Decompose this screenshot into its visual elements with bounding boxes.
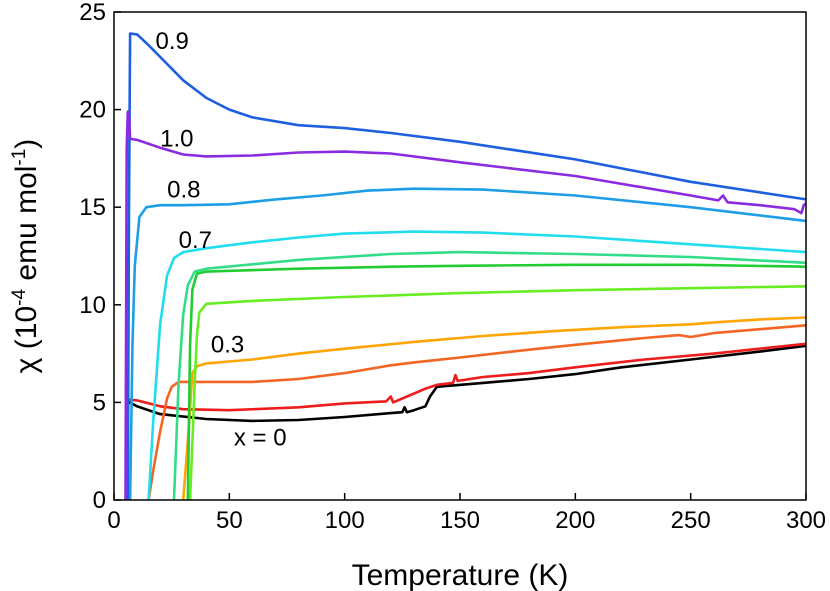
x-tick-label-4: 200	[555, 507, 595, 534]
series-label-0: 0.9	[156, 28, 189, 55]
x-tick-label-1: 50	[216, 507, 243, 534]
y-axis-title-end: )	[10, 139, 43, 149]
series-label-1: 1.0	[160, 126, 193, 153]
label-layer: 0.9 1.0 0.8 0.7 0.3 x = 0	[156, 28, 287, 451]
y-axis-title-exp2: -1	[9, 149, 30, 166]
tick-layer: 0 50 100 150 200 250 300 0 5 10 15 20 25	[79, 0, 826, 534]
x-tick-label-0: 0	[107, 507, 120, 534]
series-label-5: x = 0	[234, 424, 287, 451]
series-line-2	[147, 324, 807, 501]
x-tick-label-5: 250	[671, 507, 711, 534]
y-axis-title: χ (10-4 emu mol-1)	[9, 139, 43, 374]
x-axis-title: Temperature (K)	[352, 559, 569, 591]
series-line-4	[188, 285, 807, 501]
y-axis-title-mid: emu mol	[10, 166, 43, 289]
y-tick-label-2: 10	[79, 292, 106, 319]
y-tick-label-5: 25	[79, 0, 106, 26]
series-line-7	[147, 230, 807, 501]
plot-frame	[113, 11, 807, 501]
y-tick-label-4: 20	[79, 97, 106, 124]
series-line-5	[186, 263, 807, 501]
series-label-3: 0.7	[179, 227, 212, 254]
series-line-6	[172, 250, 807, 501]
x-tick-label-6: 300	[786, 507, 826, 534]
y-tick-label-3: 15	[79, 194, 106, 221]
y-tick-label-1: 5	[93, 389, 106, 416]
series-line-10	[124, 110, 807, 501]
y-tick-label-0: 0	[93, 487, 106, 514]
y-axis-title-exp1: -4	[9, 289, 30, 306]
series-line-8	[128, 187, 807, 501]
series-line-9	[126, 32, 807, 501]
series-layer	[124, 32, 807, 501]
series-line-1	[124, 342, 807, 412]
series-line-0	[124, 344, 807, 423]
x-tick-label-2: 100	[325, 507, 365, 534]
series-label-2: 0.8	[167, 176, 200, 203]
y-axis-title-base: χ (10	[10, 306, 43, 373]
x-tick-label-3: 150	[440, 507, 480, 534]
series-label-4: 0.3	[211, 332, 244, 359]
